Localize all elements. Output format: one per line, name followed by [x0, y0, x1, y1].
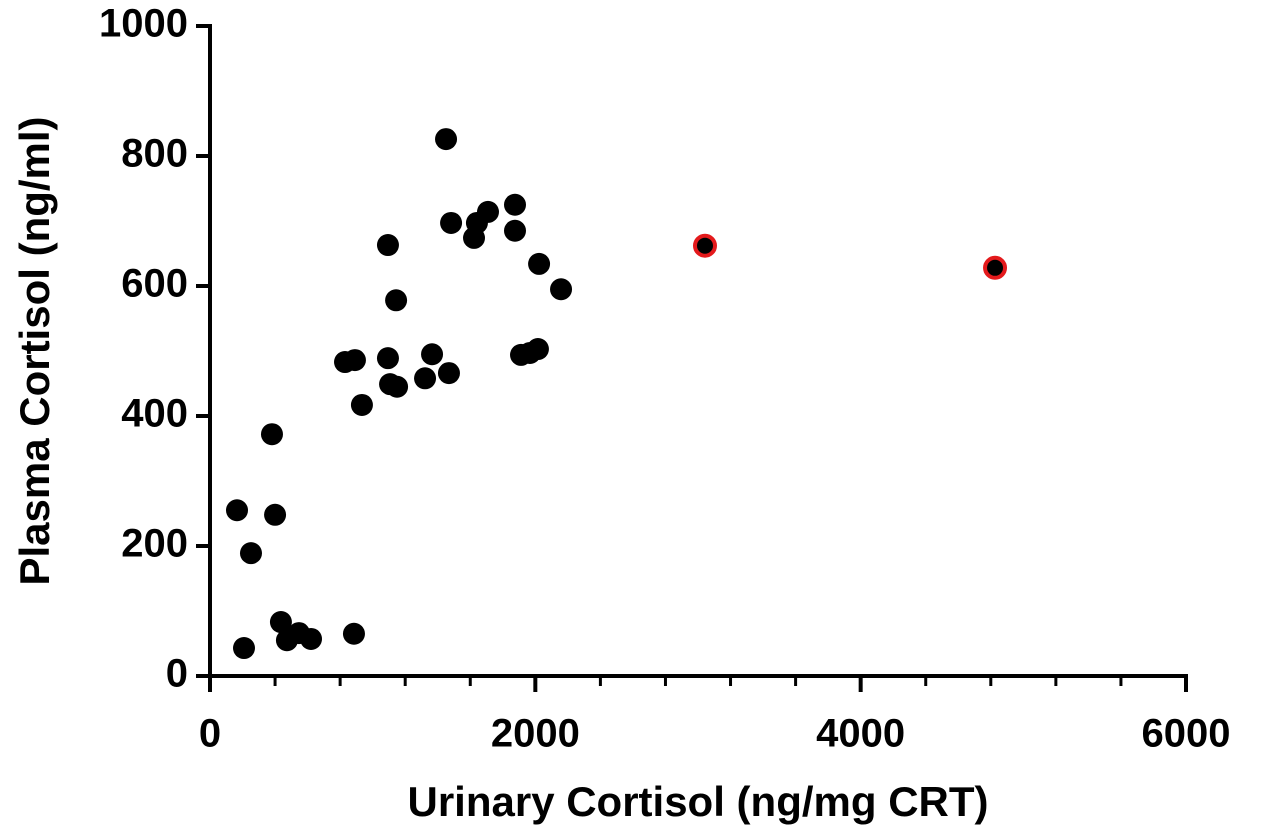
- x-tick-label: 6000: [1142, 712, 1231, 756]
- x-tick-label: 2000: [491, 712, 580, 756]
- point: [983, 255, 1008, 280]
- point: [421, 343, 444, 366]
- point: [385, 289, 408, 312]
- y-tick-label: 600: [121, 262, 188, 306]
- point: [376, 234, 399, 257]
- x-tick-label: 0: [199, 712, 221, 756]
- point: [239, 542, 262, 565]
- point: [376, 347, 399, 370]
- point: [343, 349, 366, 372]
- y-tick-label: 400: [121, 392, 188, 436]
- point: [342, 622, 365, 645]
- point: [504, 219, 526, 242]
- point: [692, 233, 717, 258]
- point: [476, 200, 499, 223]
- point: [386, 375, 409, 398]
- point: [550, 278, 573, 301]
- point: [437, 362, 460, 385]
- y-tick-label: 200: [121, 522, 188, 566]
- point: [269, 611, 292, 634]
- point: [350, 393, 373, 416]
- y-tick-label: 1000: [99, 2, 188, 46]
- point: [300, 627, 323, 650]
- point: [440, 211, 463, 234]
- x-axis-title: Urinary Cortisol (ng/mg CRT): [407, 778, 988, 825]
- y-tick-label: 800: [121, 132, 188, 176]
- point: [232, 637, 255, 660]
- point: [264, 503, 287, 526]
- point: [528, 252, 551, 275]
- point: [226, 499, 249, 522]
- y-axis-title: Plasma Cortisol (ng/ml): [11, 116, 58, 585]
- point: [414, 367, 437, 390]
- y-tick-label: 0: [166, 652, 188, 696]
- x-tick-label: 4000: [816, 712, 905, 756]
- point: [260, 423, 283, 446]
- point: [504, 193, 526, 216]
- point: [526, 338, 549, 361]
- point: [435, 128, 458, 151]
